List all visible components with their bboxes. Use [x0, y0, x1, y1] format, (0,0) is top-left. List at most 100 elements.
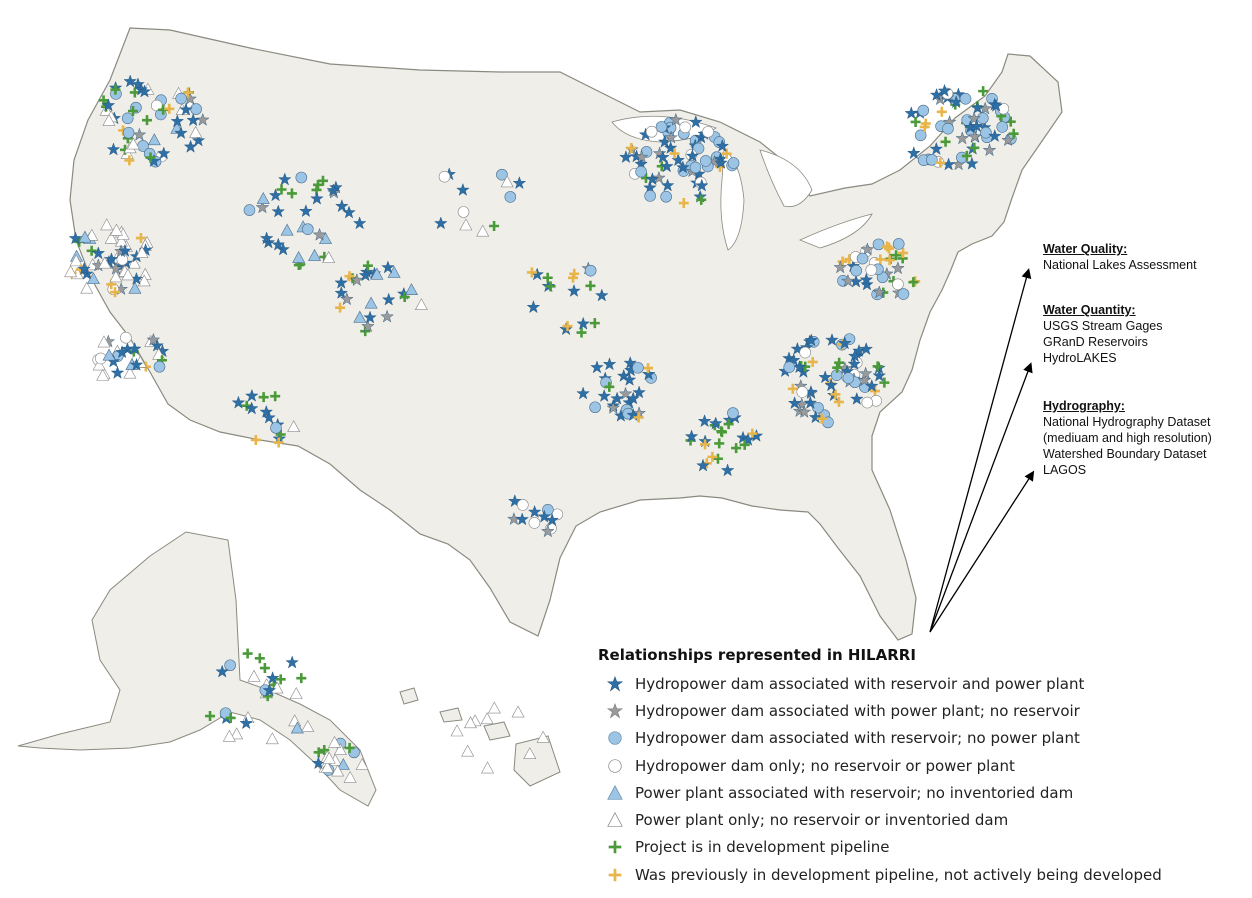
- dataset-water-quality: Water Quality: National Lakes Assessment: [1043, 241, 1197, 273]
- site-marker-hd-res-pp: [508, 494, 522, 508]
- site-marker-hd-res-pp: [626, 391, 640, 405]
- legend-item-hd-res-pp: Hydropower dam associated with reservoir…: [598, 670, 1238, 697]
- site-marker-prev-dev: [700, 439, 711, 450]
- site-marker-pp-only: [459, 218, 473, 231]
- site-marker-hd-res-pp: [965, 156, 979, 170]
- site-marker-hd-res-pp: [715, 139, 730, 152]
- site-marker-prev-dev: [250, 434, 261, 445]
- site-marker-hd-res-pp: [334, 286, 349, 299]
- site-marker-hd-res-pp: [663, 140, 678, 154]
- site-marker-hd-res-pp: [660, 159, 674, 173]
- site-marker-hd-res: [812, 401, 824, 414]
- site-marker-hd-res: [496, 168, 508, 181]
- site-marker-pp-only: [97, 335, 111, 348]
- site-marker-hd-res: [644, 190, 656, 202]
- site-marker-hd-res: [153, 360, 166, 373]
- site-marker-pp-res: [364, 296, 378, 309]
- site-marker-prev-dev: [626, 142, 637, 153]
- site-marker-hd-res: [996, 121, 1009, 133]
- site-marker-hd-pp: [841, 273, 855, 287]
- site-marker-hd-res-pp: [590, 360, 604, 374]
- site-marker-dev: [254, 653, 265, 664]
- site-marker-hd-res: [655, 121, 668, 133]
- hawaii-island-maui: [483, 721, 511, 741]
- site-marker-prev-dev: [669, 148, 680, 159]
- site-marker-dev: [589, 318, 600, 329]
- site-marker-dev: [731, 443, 742, 454]
- site-marker-hd-res-pp: [186, 113, 200, 127]
- site-marker-dev: [275, 674, 286, 685]
- dataset-line: National Hydrography Dataset: [1043, 415, 1211, 429]
- site-marker-hd-res-pp: [245, 401, 259, 415]
- site-marker-pp-only: [480, 712, 494, 725]
- site-marker-pp-res: [86, 272, 100, 285]
- site-marker-hd-pp: [858, 366, 873, 380]
- site-marker-hd-res-pp: [239, 716, 253, 730]
- site-marker-hd-pp: [507, 512, 521, 525]
- site-marker-prev-dev: [135, 233, 146, 244]
- site-marker-dev: [145, 152, 156, 163]
- site-marker-pp-res: [147, 133, 161, 146]
- site-marker-hd-res-pp: [720, 463, 735, 477]
- site-marker-hd-res: [856, 252, 869, 265]
- site-marker-pp-res: [336, 757, 350, 770]
- legend-item-pp-only: Power plant only; no reservoir or invent…: [598, 806, 1238, 833]
- site-marker-pp-only: [222, 729, 236, 742]
- dataset-line: Watershed Boundary Dataset: [1043, 447, 1207, 461]
- dataset-line: (mediuam and high resolution): [1043, 431, 1212, 445]
- site-marker-hd-res-pp: [576, 316, 590, 330]
- site-marker-hd-res-pp: [786, 353, 801, 367]
- site-marker-hd-res-pp: [567, 283, 581, 297]
- circle-icon: [604, 755, 626, 777]
- site-marker-hd-res: [224, 659, 236, 672]
- site-marker-hd-res: [942, 122, 954, 135]
- site-marker-pp-only: [414, 298, 428, 311]
- legend-label: Power plant associated with reservoir; n…: [635, 783, 1074, 802]
- site-marker-hd-res: [977, 112, 989, 125]
- site-marker-pp-only: [121, 268, 135, 281]
- site-marker-hd-pp: [541, 524, 555, 538]
- site-marker-dev: [276, 184, 287, 195]
- site-marker-hd-res: [122, 126, 135, 139]
- site-marker-hd-res: [243, 204, 256, 216]
- site-marker-dev: [696, 194, 707, 205]
- site-marker-hd-res-pp: [803, 395, 818, 409]
- site-marker-hd-res-pp: [904, 106, 919, 120]
- site-marker-pp-only: [109, 270, 123, 283]
- site-marker-hd-res-pp: [714, 155, 728, 169]
- site-marker-hd-res-pp: [645, 172, 660, 186]
- site-marker-hd-res-pp: [262, 410, 276, 424]
- site-marker-prev-dev: [273, 437, 284, 448]
- site-marker-dev: [344, 742, 355, 753]
- site-marker-hd-pp: [618, 386, 633, 400]
- site-marker-hd-only: [528, 517, 541, 529]
- site-marker-hd-res-pp: [326, 183, 341, 197]
- site-marker-pp-only: [80, 281, 94, 294]
- site-marker-pp-only: [189, 125, 203, 138]
- site-marker-hd-pp: [146, 332, 161, 346]
- site-marker-hd-res-pp: [381, 292, 396, 306]
- site-marker-hd-res: [589, 401, 601, 414]
- site-marker-hd-res-pp: [131, 77, 145, 91]
- site-marker-hd-res-pp: [696, 458, 710, 472]
- site-marker-hd-only: [457, 206, 470, 218]
- legend-item-dev: Project is in development pipeline: [598, 834, 1238, 861]
- great-lake-erie: [798, 213, 873, 249]
- site-marker-hd-res-pp: [363, 310, 377, 324]
- site-marker-dev: [910, 116, 921, 127]
- site-marker-hd-only: [551, 508, 564, 521]
- site-marker-hd-res-pp: [847, 356, 861, 370]
- site-marker-hd-res-pp: [106, 142, 121, 156]
- site-marker-hd-res-pp: [907, 146, 921, 160]
- site-marker-pp-only: [463, 716, 478, 729]
- site-marker-hd-res: [727, 407, 739, 419]
- site-marker-hd-res-pp: [118, 243, 132, 257]
- site-marker-pp-only: [331, 764, 345, 777]
- dataset-line: GRanD Reservoirs: [1043, 335, 1148, 349]
- legend-label: Hydropower dam associated with reservoir…: [635, 729, 1080, 748]
- site-marker-hd-res-pp: [537, 509, 552, 523]
- site-marker-hd-pp: [872, 285, 887, 299]
- site-marker-pp-only: [476, 224, 490, 237]
- site-marker-prev-dev: [830, 389, 841, 400]
- site-marker-pp-only: [96, 368, 110, 381]
